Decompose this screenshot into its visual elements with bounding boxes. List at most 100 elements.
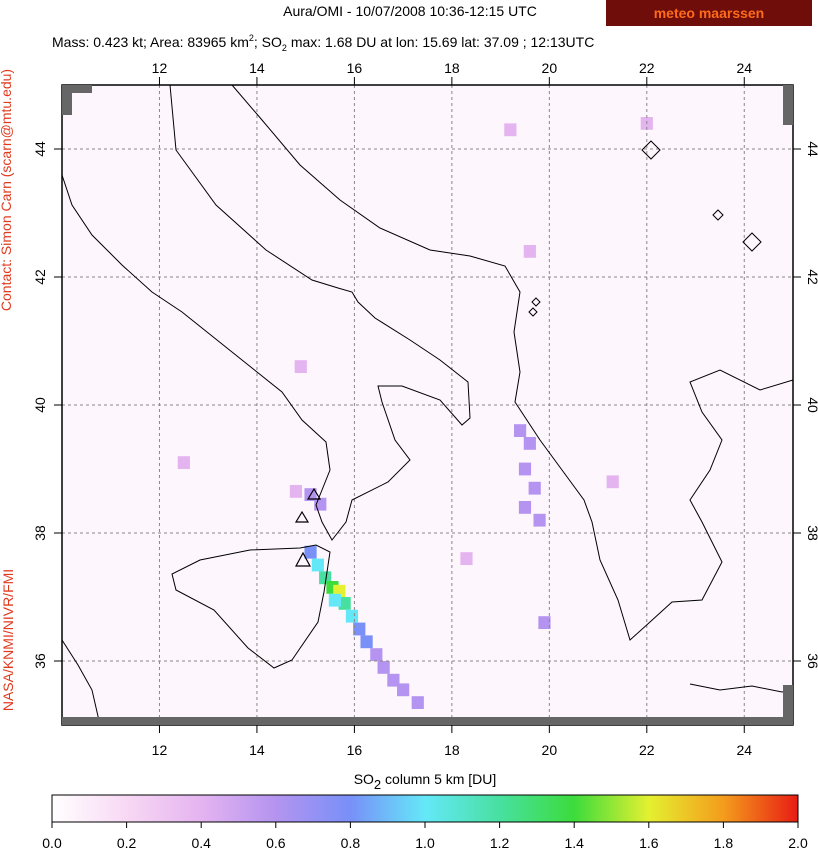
lon-tick-label: 12 — [152, 60, 168, 76]
so2-cell — [377, 661, 390, 674]
ticks: 12 12 14 14 16 16 18 18 20 20 22 22 24 24 36 36 38 38 40 40… — [32, 60, 818, 758]
colorbar-tick-label: 1.2 — [490, 835, 510, 851]
lon-tick-label: 22 — [639, 60, 655, 76]
so2-cell — [533, 513, 546, 527]
so2-cell — [304, 545, 317, 559]
coast-africa — [61, 639, 101, 726]
so2-cell — [338, 597, 351, 610]
diamond — [742, 232, 762, 252]
so2-cell — [328, 593, 341, 607]
lat-tick-label: 38 — [805, 525, 818, 541]
subtitle: Mass: 0.423 kt; Area: 83965 km2; SO2 max… — [52, 33, 594, 53]
volcanoes — [294, 487, 322, 567]
so2-cell — [606, 475, 619, 489]
colorbar-tick-label: 1.8 — [714, 835, 734, 851]
colorbar-tick-label: 0.2 — [117, 835, 137, 851]
coast-sicily — [171, 544, 331, 669]
lon-tick-label: 14 — [249, 742, 265, 758]
colorbar-tick-label: 0.0 — [42, 835, 62, 851]
so2-cell — [397, 683, 410, 697]
contact: Contact: Simon Carn (scarn@mtu.edu) — [0, 69, 14, 311]
map — [61, 84, 794, 726]
diamond — [641, 140, 661, 160]
so2-cell — [514, 424, 527, 437]
colorbar-label: SO2 column 5 km [DU] — [354, 771, 497, 792]
colorbar-tick-label: 1.0 — [415, 835, 435, 851]
lat-tick-label: 42 — [32, 269, 48, 285]
lon-tick-label: 20 — [542, 742, 558, 758]
so2-cell — [523, 245, 536, 258]
colorbar-tick-label: 1.4 — [564, 835, 584, 851]
so2-cell — [538, 616, 551, 629]
so2-cell — [460, 552, 473, 565]
diamonds — [528, 140, 762, 317]
so2-cell — [370, 648, 383, 661]
so2-cell — [311, 558, 324, 572]
coast-balkans — [231, 84, 794, 641]
colorbar-tick-label: 0.6 — [266, 835, 286, 851]
lat-tick-label: 42 — [805, 269, 818, 285]
frame-corner — [783, 685, 793, 725]
colorbar-label-part: SO — [354, 771, 374, 787]
so2-cell — [523, 437, 536, 450]
frame-bottom — [62, 717, 793, 725]
lat-tick-label: 40 — [805, 397, 818, 413]
so2-cell — [518, 462, 532, 476]
so2-cell — [518, 501, 532, 514]
lat-tick-label: 40 — [32, 397, 48, 413]
frame-corner — [62, 85, 72, 115]
logo-box — [606, 0, 812, 26]
subtitle-part: max: 1.68 DU at lon: 15.69 lat: 37.09 ; … — [287, 34, 594, 50]
grid — [62, 85, 793, 725]
lon-tick-label: 20 — [542, 60, 558, 76]
lon-tick-label: 22 — [639, 742, 655, 758]
lon-tick-label: 16 — [347, 742, 363, 758]
so2-cells — [177, 117, 653, 709]
so2-cell — [411, 696, 424, 709]
coast-italy — [61, 84, 471, 541]
diamond — [531, 297, 541, 307]
lon-tick-label: 14 — [249, 60, 265, 76]
so2-cell — [289, 485, 303, 498]
so2-cell — [504, 123, 517, 137]
colorbar — [51, 794, 799, 823]
coastlines — [61, 84, 794, 726]
so2-cell — [294, 360, 307, 373]
so2-cell — [360, 635, 373, 649]
lon-tick-label: 18 — [444, 60, 460, 76]
subtitle-part: Mass: 0.423 kt; Area: 83965 km — [52, 34, 249, 50]
colorbar-label-part: column 5 km [DU] — [381, 771, 496, 787]
lat-tick-label: 38 — [32, 525, 48, 541]
so2-cell — [353, 622, 366, 636]
lon-tick-label: 24 — [736, 742, 752, 758]
frame-corner — [783, 85, 793, 125]
lon-tick-label: 24 — [736, 60, 752, 76]
colorbar-tick-label: 0.8 — [341, 835, 361, 851]
colorbar-tick-label: 0.4 — [191, 835, 211, 851]
diamond — [712, 209, 724, 221]
colorbar-ticks: 0.0 0.2 0.4 0.6 0.8 1.0 1.2 1.4 1.6 1.8 2.0 — [42, 822, 808, 851]
title: Aura/OMI - 10/07/2008 10:36-12:15 UTC — [283, 3, 537, 19]
volcano-stromboli — [306, 487, 322, 500]
so2-cell — [345, 609, 359, 623]
lon-tick-label: 16 — [347, 60, 363, 76]
credit: NASA/KNMI/NIVR/FMI — [0, 569, 16, 711]
lat-tick-label: 36 — [32, 653, 48, 669]
frame-corner — [62, 85, 92, 93]
frame-corners — [62, 85, 793, 725]
subtitle-sub: 2 — [282, 43, 287, 53]
lon-tick-label: 18 — [444, 742, 460, 758]
lat-tick-label: 36 — [805, 653, 818, 669]
volcano-etna — [294, 551, 312, 567]
subtitle-part: ; SO — [254, 34, 282, 50]
so2-cell — [387, 673, 400, 687]
diamond — [528, 307, 538, 317]
colorbar-tick-label: 2.0 — [788, 835, 808, 851]
lon-tick-label: 12 — [152, 742, 168, 758]
lat-tick-label: 44 — [805, 141, 818, 157]
lat-tick-label: 44 — [32, 141, 48, 157]
colorbar-label-sub: 2 — [374, 777, 381, 792]
volcano-vulcano — [294, 510, 310, 523]
so2-cell — [528, 481, 541, 495]
